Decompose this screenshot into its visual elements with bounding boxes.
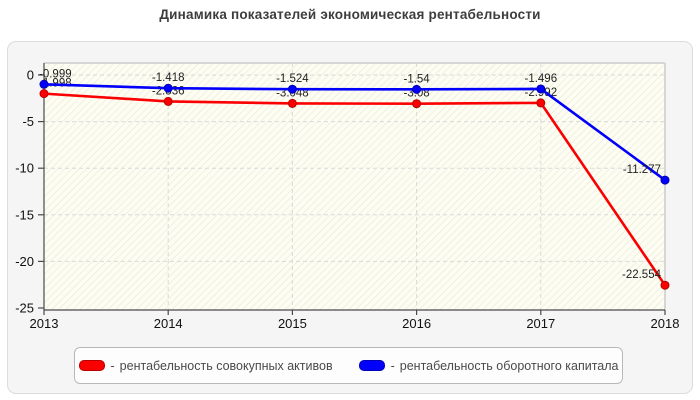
chart-legend: - рентабельность совокупных активов - ре… (74, 347, 623, 384)
svg-text:-1.496: -1.496 (524, 73, 557, 85)
svg-text:-1.418: -1.418 (152, 72, 185, 84)
svg-text:2013: 2013 (30, 316, 59, 331)
svg-text:2018: 2018 (651, 316, 680, 331)
svg-text:-10: -10 (15, 161, 34, 176)
legend-label-total-assets: рентабельность совокупных активов (119, 358, 333, 373)
svg-text:-11.277: -11.277 (623, 164, 661, 176)
svg-text:-15: -15 (15, 207, 34, 222)
svg-text:-5: -5 (22, 114, 34, 129)
svg-text:-22.554: -22.554 (622, 269, 662, 281)
legend-item-working-capital: - рентабельность оборотного капитала (358, 358, 619, 373)
legend-dash: - (390, 358, 395, 373)
svg-text:-1.54: -1.54 (403, 73, 430, 85)
svg-text:-0.999: -0.999 (39, 68, 72, 80)
svg-text:2014: 2014 (154, 316, 183, 331)
svg-text:2017: 2017 (526, 316, 555, 331)
legend-dash: - (110, 358, 115, 373)
svg-text:2016: 2016 (402, 316, 431, 331)
svg-text:2015: 2015 (278, 316, 307, 331)
svg-text:-1.524: -1.524 (276, 73, 309, 85)
legend-swatch-red (78, 360, 105, 371)
svg-text:-20: -20 (15, 254, 34, 269)
legend-item-total-assets: - рентабельность совокупных активов (78, 358, 333, 373)
legend-label-working-capital: рентабельность оборотного капитала (399, 358, 619, 373)
svg-text:0: 0 (27, 68, 34, 83)
chart-title: Динамика показателей экономическая рента… (159, 7, 541, 22)
legend-swatch-blue (358, 360, 385, 371)
svg-text:-25: -25 (15, 301, 34, 316)
